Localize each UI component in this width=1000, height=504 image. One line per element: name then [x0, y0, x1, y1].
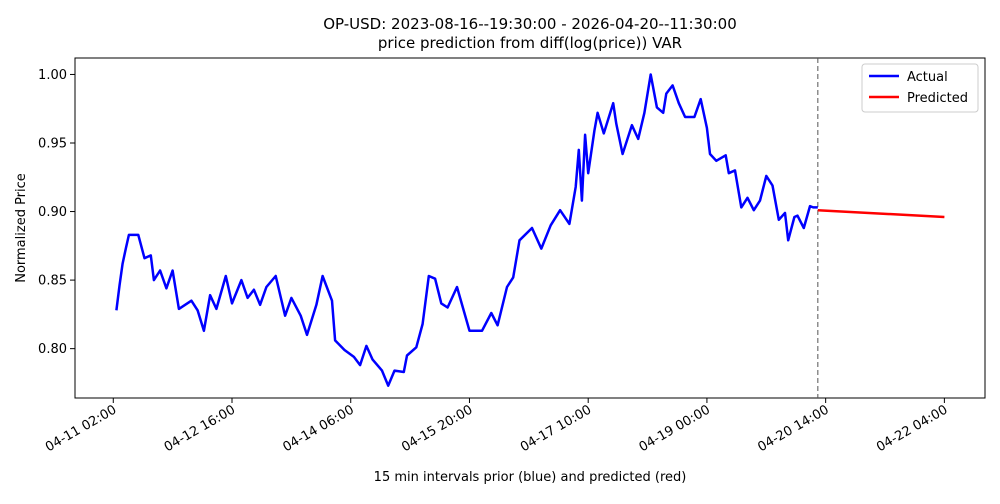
x-tick-label: 04-15 20:00: [399, 402, 475, 455]
x-tick-label: 04-11 02:00: [43, 402, 119, 455]
chart-title: OP-USD: 2023-08-16--19:30:00 - 2026-04-2…: [323, 15, 737, 33]
x-tick-label: 04-19 00:00: [637, 402, 713, 455]
x-tick-label: 04-17 10:00: [518, 402, 594, 455]
legend-actual-label: Actual: [907, 70, 948, 85]
y-tick-label: 0.85: [38, 274, 67, 289]
series-line-predicted: [817, 208, 945, 219]
x-tick-label: 04-22 04:00: [874, 402, 950, 455]
legend-predicted-label: Predicted: [907, 91, 968, 106]
x-axis: 04-11 02:00 04-12 16:00 04-14 06:00 04-15 2…: [43, 398, 950, 455]
legend: Actual Predicted: [861, 63, 979, 113]
plot-area: [74, 57, 986, 399]
y-tick-label: 1.00: [38, 68, 67, 83]
y-axis-label: Normalized Price: [14, 173, 29, 283]
y-tick-label: 0.80: [38, 342, 67, 357]
x-tick-label: 04-20 14:00: [755, 402, 831, 455]
series-line-actual: [115, 73, 818, 387]
series-group: [115, 73, 945, 387]
x-tick-label: 04-12 16:00: [162, 402, 238, 455]
y-tick-label: 0.90: [38, 205, 67, 220]
y-axis: 0.80 0.85 0.90 0.95 1.00: [38, 68, 75, 357]
x-tick-label: 04-14 06:00: [280, 402, 356, 455]
x-axis-label: 15 min intervals prior (blue) and predic…: [374, 470, 687, 485]
y-tick-label: 0.95: [38, 137, 67, 152]
chart-subtitle: price prediction from diff(log(price)) V…: [378, 34, 682, 52]
